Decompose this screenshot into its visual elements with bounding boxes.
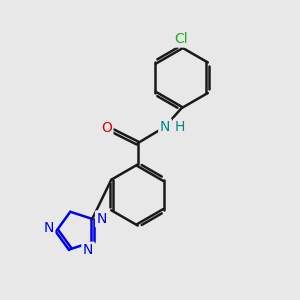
Text: N: N [44, 221, 54, 235]
Text: N: N [160, 120, 170, 134]
Text: Cl: Cl [175, 32, 188, 46]
Text: H: H [175, 120, 185, 134]
Text: O: O [101, 121, 112, 135]
Text: N: N [83, 243, 93, 257]
Text: N: N [97, 212, 107, 226]
